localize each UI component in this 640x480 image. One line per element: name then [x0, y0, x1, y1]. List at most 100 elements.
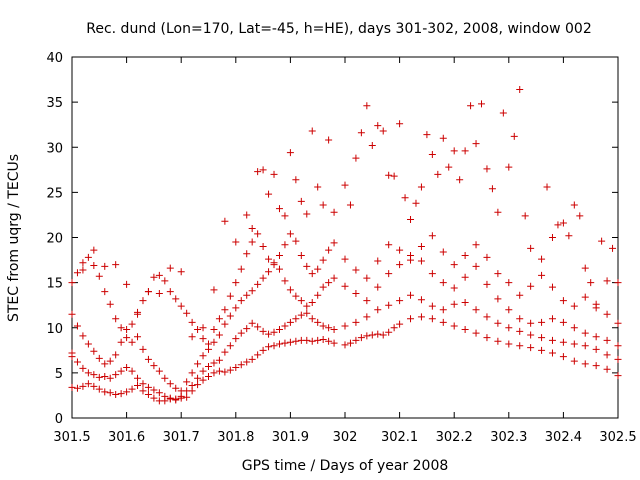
data-point — [259, 243, 267, 251]
data-point — [499, 109, 507, 117]
data-point — [95, 354, 103, 362]
x-tick-label: 301.5 — [53, 430, 90, 445]
data-point — [123, 388, 131, 396]
data-point — [472, 329, 480, 337]
data-point — [428, 232, 436, 240]
data-point — [73, 269, 81, 277]
data-point — [215, 367, 223, 375]
data-point — [243, 211, 251, 219]
x-tick-label: 301.8 — [217, 430, 254, 445]
data-point — [603, 310, 611, 318]
data-point — [188, 382, 196, 390]
data-point — [106, 357, 114, 365]
data-point — [221, 306, 229, 314]
data-point — [330, 239, 338, 247]
data-point — [538, 346, 546, 354]
data-point — [265, 330, 273, 338]
data-point — [112, 391, 120, 399]
data-point — [292, 176, 300, 184]
data-point — [614, 372, 622, 380]
data-point — [363, 332, 371, 340]
data-point — [139, 345, 147, 353]
x-axis-ticks: 301.5 301.6 301.7 301.8 301.9 302 302.1 302.2 30… — [53, 57, 637, 445]
data-point — [221, 320, 229, 328]
data-point — [385, 171, 393, 179]
data-point — [112, 371, 120, 379]
data-point — [559, 297, 567, 305]
data-point — [128, 367, 136, 375]
data-point — [194, 326, 202, 334]
data-point — [603, 336, 611, 344]
data-point — [592, 345, 600, 353]
data-point — [297, 311, 305, 319]
data-point — [139, 297, 147, 305]
data-point — [205, 372, 212, 380]
data-point — [592, 362, 600, 370]
data-point — [101, 372, 109, 380]
data-point — [521, 212, 529, 220]
data-point — [144, 391, 152, 399]
data-point — [407, 315, 415, 323]
data-point — [134, 333, 142, 341]
data-point — [101, 288, 109, 296]
data-point — [128, 320, 136, 328]
data-point — [79, 266, 87, 274]
data-point — [494, 319, 502, 327]
data-point — [417, 257, 425, 265]
y-tick-label: 30 — [46, 141, 63, 156]
data-point — [90, 382, 98, 390]
data-point — [505, 324, 513, 332]
data-point — [434, 170, 442, 178]
data-point — [352, 289, 360, 297]
y-tick-label: 15 — [46, 277, 63, 292]
data-point — [194, 374, 202, 382]
data-point — [559, 353, 567, 361]
data-point — [243, 250, 251, 258]
data-point — [128, 338, 136, 346]
data-point — [215, 315, 223, 323]
data-point — [161, 374, 169, 382]
data-point — [134, 374, 142, 382]
data-point — [199, 335, 207, 343]
data-point — [106, 389, 114, 397]
data-point — [84, 369, 92, 377]
data-point — [330, 326, 338, 334]
data-point — [581, 264, 589, 272]
data-point — [439, 279, 447, 287]
data-point — [314, 265, 322, 273]
data-point — [548, 283, 556, 291]
data-point — [117, 324, 125, 332]
data-point — [79, 259, 87, 267]
data-point — [461, 252, 469, 260]
data-point — [128, 385, 136, 393]
data-point — [117, 367, 125, 375]
data-point — [254, 323, 262, 331]
data-point — [144, 288, 152, 296]
data-point — [155, 271, 163, 279]
data-point — [166, 394, 174, 402]
data-point — [134, 310, 142, 318]
data-point — [407, 215, 415, 223]
data-point — [123, 326, 131, 334]
data-point — [292, 315, 300, 323]
data-point — [275, 326, 283, 334]
data-point — [226, 366, 234, 374]
data-point — [281, 241, 289, 249]
data-point — [259, 327, 267, 335]
data-point — [117, 338, 125, 346]
data-point — [363, 102, 371, 110]
data-point — [396, 261, 404, 269]
data-point — [325, 136, 333, 144]
data-point — [161, 277, 169, 285]
data-point — [570, 302, 578, 310]
data-point — [232, 304, 240, 312]
data-point — [314, 318, 322, 326]
data-point — [396, 120, 404, 128]
data-point — [199, 324, 207, 332]
data-point — [461, 147, 469, 155]
data-point — [314, 183, 322, 191]
data-point — [548, 315, 556, 323]
data-point — [237, 361, 245, 369]
data-point — [254, 280, 262, 288]
y-tick-label: 35 — [46, 96, 63, 111]
